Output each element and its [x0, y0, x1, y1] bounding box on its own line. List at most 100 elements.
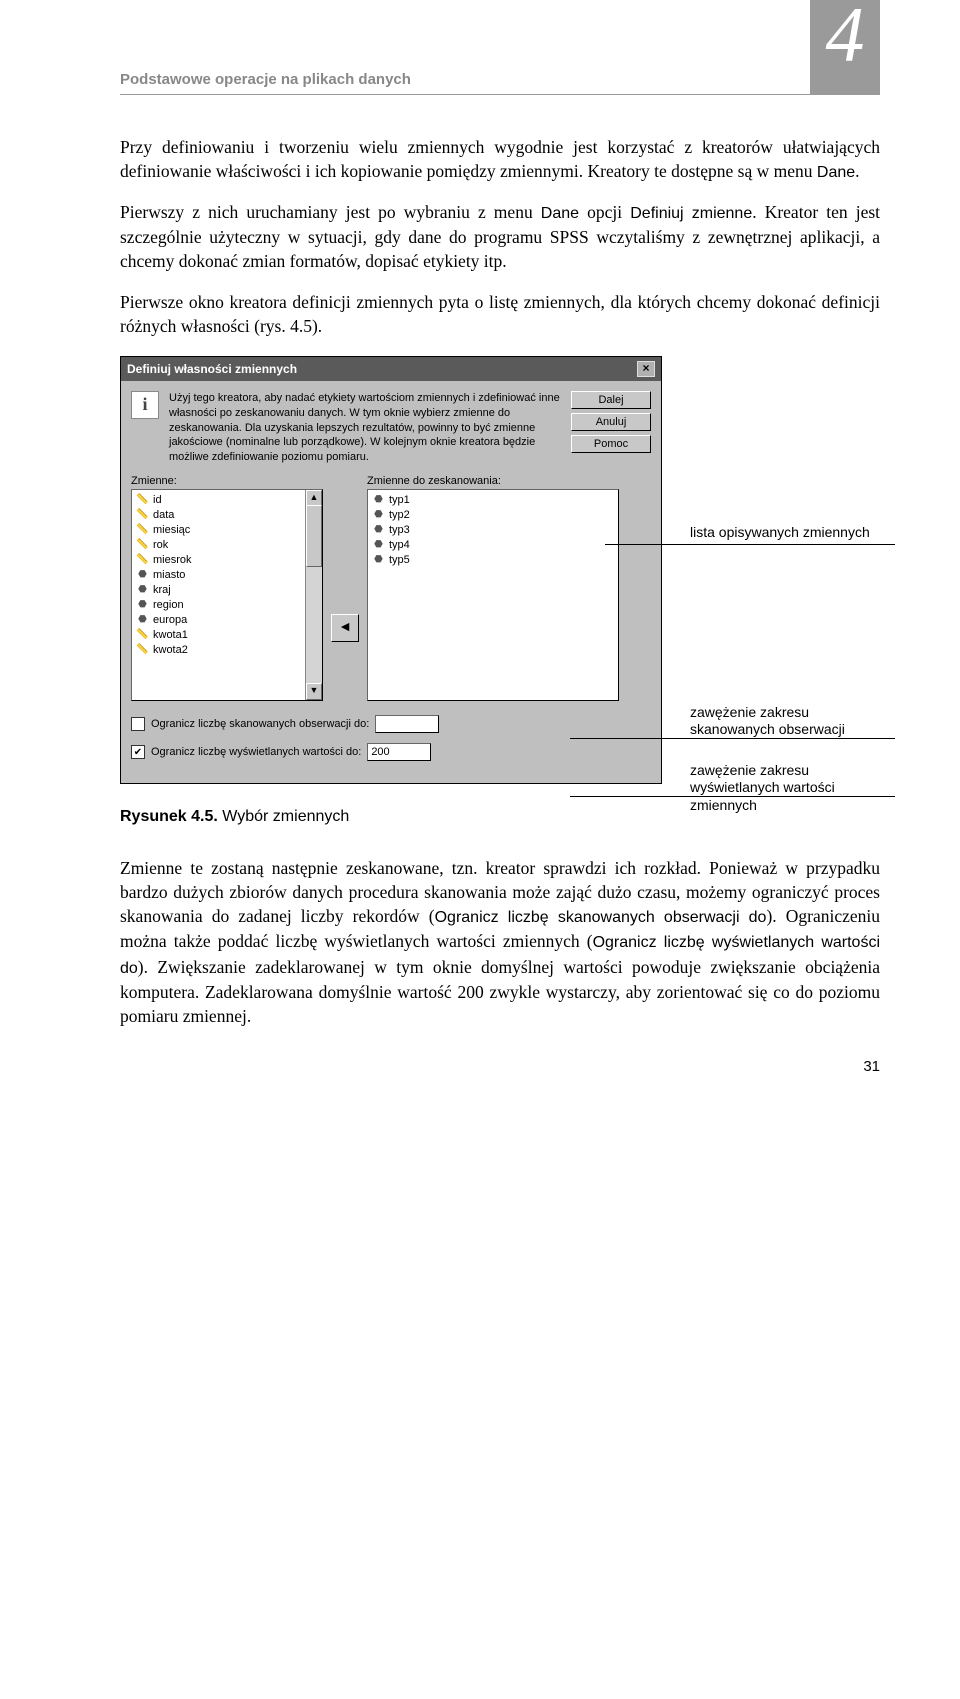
list-item[interactable]: 📏 data — [134, 507, 320, 522]
list-item-label: id — [153, 494, 162, 506]
pomoc-button[interactable]: Pomoc — [571, 435, 651, 453]
dialog-figure-wrap: Definiuj własności zmiennych × i Użyj te… — [120, 356, 880, 784]
nominal-icon: ⬣ — [136, 598, 149, 611]
list-item-label: typ4 — [389, 539, 410, 551]
nominal-icon: ⬣ — [372, 493, 385, 506]
chapter-badge: 4 — [810, 0, 880, 95]
text: zawężenie zakresu — [690, 762, 809, 778]
list-item-label: typ1 — [389, 494, 410, 506]
list-item[interactable]: 📏 miesrok — [134, 552, 320, 567]
dialog-info-text: Użyj tego kreatora, aby nadać etykiety w… — [169, 391, 561, 465]
nominal-icon: ⬣ — [136, 568, 149, 581]
paragraph-2: Pierwszy z nich uruchamiany jest po wybr… — [120, 200, 880, 273]
limit-display-input[interactable]: 200 — [367, 743, 431, 761]
list-item-label: kwota2 — [153, 644, 188, 656]
limit-scan-input[interactable] — [375, 715, 439, 733]
limit-scan-label: Ogranicz liczbę skanowanych obserwacji d… — [151, 718, 369, 730]
list-item-label: miasto — [153, 569, 185, 581]
dialog-window: Definiuj własności zmiennych × i Użyj te… — [120, 356, 662, 784]
text: Pierwszy z nich uruchamiany jest po wybr… — [120, 202, 541, 222]
scroll-thumb[interactable] — [306, 505, 322, 567]
callout-display-limit: zawężenie zakresu wyświetlanych wartości… — [690, 762, 880, 815]
scale-icon: 📏 — [136, 493, 149, 506]
chapter-number: 4 — [826, 0, 865, 74]
scale-icon: 📏 — [136, 628, 149, 641]
list-item-label: region — [153, 599, 184, 611]
scroll-down-icon[interactable]: ▼ — [306, 683, 322, 700]
move-left-button[interactable]: ◄ — [331, 614, 359, 642]
paragraph-4: Zmienne te zostaną następnie zeskanowane… — [120, 856, 880, 1028]
close-icon[interactable]: × — [637, 361, 655, 377]
list-item[interactable]: ⬣ region — [134, 597, 320, 612]
text: wyświetlanych wartości zmiennych — [690, 779, 835, 813]
scan-variables-listbox[interactable]: ⬣ typ1 ⬣ typ2 ⬣ typ3 ⬣ typ4 ⬣ typ5 — [367, 489, 619, 701]
list-item-label: typ5 — [389, 554, 410, 566]
page-number: 31 — [120, 1058, 880, 1075]
list-item-label: data — [153, 509, 174, 521]
nominal-icon: ⬣ — [136, 613, 149, 626]
nominal-icon: ⬣ — [372, 523, 385, 536]
list-item[interactable]: ⬣ typ3 — [370, 522, 616, 537]
scale-icon: 📏 — [136, 538, 149, 551]
figure-label: Rysunek 4.5. — [120, 808, 218, 825]
ui-term: Dane — [817, 164, 855, 181]
list-item[interactable]: ⬣ typ4 — [370, 537, 616, 552]
info-icon: i — [131, 391, 159, 419]
paragraph-3: Pierwsze okno kreatora definicji zmienny… — [120, 290, 880, 338]
ui-term: Ogranicz liczbę skanowanych obserwacji d… — [435, 909, 767, 926]
list-item[interactable]: 📏 kwota1 — [134, 627, 320, 642]
scale-icon: 📏 — [136, 553, 149, 566]
scale-icon: 📏 — [136, 643, 149, 656]
list-item-label: typ2 — [389, 509, 410, 521]
list-item[interactable]: 📏 rok — [134, 537, 320, 552]
nominal-icon: ⬣ — [372, 538, 385, 551]
list-item[interactable]: ⬣ europa — [134, 612, 320, 627]
dialog-titlebar: Definiuj własności zmiennych × — [121, 357, 661, 381]
list-item[interactable]: ⬣ typ5 — [370, 552, 616, 567]
limit-display-checkbox[interactable]: ✔ — [131, 745, 145, 759]
scale-icon: 📏 — [136, 523, 149, 536]
scale-icon: 📏 — [136, 508, 149, 521]
text: opcji — [579, 202, 630, 222]
dalej-button[interactable]: Dalej — [571, 391, 651, 409]
callout-line — [605, 544, 895, 545]
callout-scan-limit: zawężenie zakresu skanowanych obserwacji — [690, 704, 845, 739]
left-list-label: Zmienne: — [131, 475, 323, 487]
list-item[interactable]: ⬣ typ2 — [370, 507, 616, 522]
list-item-label: miesiąc — [153, 524, 190, 536]
list-item[interactable]: 📏 id — [134, 492, 320, 507]
list-item-label: typ3 — [389, 524, 410, 536]
text: skanowanych obserwacji — [690, 721, 845, 737]
limit-scan-checkbox[interactable] — [131, 717, 145, 731]
list-item[interactable]: 📏 kwota2 — [134, 642, 320, 657]
figure-caption-text: Wybór zmiennych — [218, 808, 349, 825]
paragraph-1: Przy definiowaniu i tworzeniu wielu zmie… — [120, 135, 880, 184]
list-item-label: miesrok — [153, 554, 192, 566]
text: zawężenie zakresu — [690, 704, 809, 720]
list-item[interactable]: ⬣ miasto — [134, 567, 320, 582]
nominal-icon: ⬣ — [372, 508, 385, 521]
dialog-body: i Użyj tego kreatora, aby nadać etykiety… — [121, 381, 661, 783]
variables-listbox[interactable]: 📏 id 📏 data 📏 miesiąc 📏 rok 📏 miesrok ⬣ miasto ⬣ kraj… — [131, 489, 323, 701]
dialog-title-text: Definiuj własności zmiennych — [127, 362, 297, 376]
nominal-icon: ⬣ — [372, 553, 385, 566]
list-item[interactable]: ⬣ kraj — [134, 582, 320, 597]
scrollbar[interactable]: ▲ ▼ — [305, 490, 322, 700]
page-header-title: Podstawowe operacje na plikach danych — [120, 71, 411, 94]
text: Przy definiowaniu i tworzeniu wielu zmie… — [120, 137, 880, 181]
list-item-label: europa — [153, 614, 187, 626]
text: ). Zwiększanie zadeklarowanej w tym okni… — [120, 957, 880, 1026]
list-item-label: kraj — [153, 584, 171, 596]
list-item-label: kwota1 — [153, 629, 188, 641]
list-item[interactable]: ⬣ typ1 — [370, 492, 616, 507]
nominal-icon: ⬣ — [136, 583, 149, 596]
limit-display-label: Ogranicz liczbę wyświetlanych wartości d… — [151, 746, 361, 758]
callout-list: lista opisywanych zmiennych — [690, 524, 870, 542]
anuluj-button[interactable]: Anuluj — [571, 413, 651, 431]
right-list-label: Zmienne do zeskanowania: — [367, 475, 619, 487]
ui-term: Definiuj zmienne — [630, 205, 752, 222]
list-item[interactable]: 📏 miesiąc — [134, 522, 320, 537]
ui-term: Dane — [541, 205, 579, 222]
list-item-label: rok — [153, 539, 168, 551]
text: . — [855, 161, 859, 181]
